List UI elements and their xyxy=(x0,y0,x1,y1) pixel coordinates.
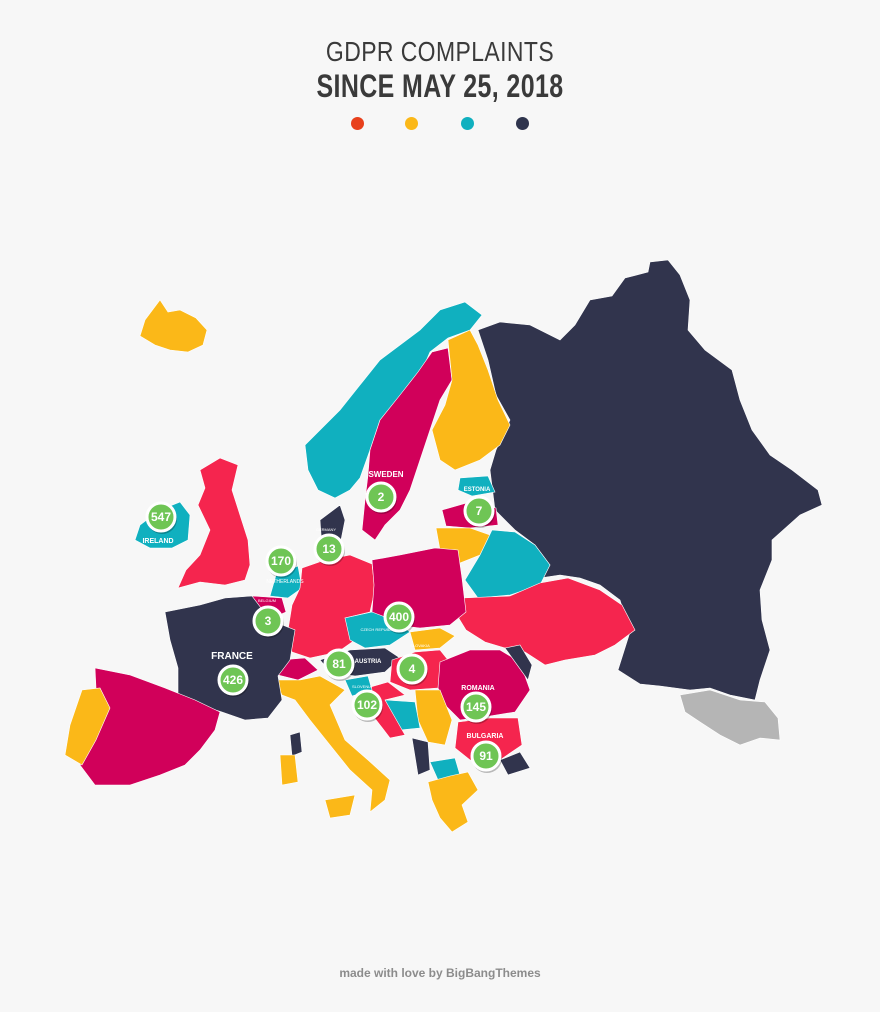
country-greece[interactable] xyxy=(427,771,479,833)
marker-circle xyxy=(460,691,492,723)
marker-circle xyxy=(323,648,355,680)
country-iceland[interactable] xyxy=(139,299,208,353)
marker-circle xyxy=(145,501,177,533)
marker-austria[interactable]: 81 xyxy=(323,648,355,681)
marker-value: 426 xyxy=(223,673,243,687)
title-line-2: SINCE MAY 25, 2018 xyxy=(316,68,564,104)
marker-value: 400 xyxy=(389,610,409,624)
country-label-slovenia: SLOVENIA xyxy=(352,684,372,689)
marker-slovenia[interactable]: 102 xyxy=(351,689,383,722)
marker-circle xyxy=(313,533,345,565)
marker-value: 3 xyxy=(265,614,272,628)
marker-circle xyxy=(217,664,249,696)
marker-circle xyxy=(365,481,397,513)
legend-dot-teal xyxy=(461,117,474,130)
marker-circle xyxy=(265,545,297,577)
legend-dot-red xyxy=(351,117,364,130)
country-caucasus[interactable] xyxy=(679,689,781,746)
country-turkey-eu[interactable] xyxy=(499,751,531,776)
country-norway[interactable] xyxy=(304,301,483,499)
marker-netherlands[interactable]: 170 xyxy=(265,545,297,578)
marker-circle xyxy=(252,605,284,637)
country-italy[interactable] xyxy=(274,675,391,813)
marker-romania[interactable]: 145 xyxy=(460,691,492,724)
marker-circle xyxy=(396,653,428,685)
marker-hungary[interactable]: 4 xyxy=(396,653,428,686)
marker-circle xyxy=(351,689,383,721)
country-label-slovakia: SLOVAKIA xyxy=(410,643,430,648)
marker-denmark[interactable]: 13 xyxy=(313,533,345,566)
marker-value: 13 xyxy=(322,542,336,556)
marker-estonia[interactable]: 7 xyxy=(463,495,495,528)
marker-value: 4 xyxy=(409,662,416,676)
country-sardinia[interactable] xyxy=(289,731,303,757)
marker-circle xyxy=(383,601,415,633)
title-line-1: GDPR COMPLAINTS xyxy=(325,36,555,67)
footer-credit: made with love by BigBangThemes xyxy=(339,966,541,980)
marker-value: 2 xyxy=(378,490,385,504)
country-slovakia[interactable] xyxy=(409,627,456,651)
country-label-sweden: SWEDEN xyxy=(368,470,403,479)
country-label-germany: GERMANY xyxy=(316,527,337,532)
marker-value: 102 xyxy=(357,698,377,712)
country-portugal[interactable] xyxy=(64,687,111,766)
marker-sweden[interactable]: 2 xyxy=(365,481,397,514)
country-label-netherlands: NETHERLANDS xyxy=(266,579,304,585)
country-label-bulgaria: BULGARIA xyxy=(467,733,504,740)
marker-value: 145 xyxy=(466,700,486,714)
country-label-austria: AUSTRIA xyxy=(355,659,382,665)
country-montenegro[interactable] xyxy=(411,737,431,776)
marker-ireland[interactable]: 547 xyxy=(145,501,177,534)
country-label-belgium: BELGIUM xyxy=(258,598,276,603)
country-label-ireland: IRELAND xyxy=(142,538,173,545)
country-label-france: FRANCE xyxy=(211,651,253,662)
marker-value: 81 xyxy=(332,657,346,671)
legend-dot-navy xyxy=(516,117,529,130)
country-uk[interactable] xyxy=(177,457,251,589)
marker-circle xyxy=(463,495,495,527)
marker-value: 7 xyxy=(476,504,483,518)
legend-dot-yellow xyxy=(405,117,418,130)
marker-value: 91 xyxy=(479,749,493,763)
color-legend xyxy=(0,117,880,131)
country-estonia[interactable] xyxy=(457,475,496,497)
country-corsica[interactable] xyxy=(279,754,299,786)
country-bulgaria[interactable] xyxy=(454,717,523,761)
marker-value: 547 xyxy=(151,510,171,524)
country-label-czech: CZECH REPUBLIC xyxy=(361,627,396,632)
country-finland[interactable] xyxy=(431,329,511,471)
marker-value: 170 xyxy=(271,554,291,568)
marker-czech[interactable]: 400 xyxy=(383,601,415,634)
country-ukraine[interactable] xyxy=(454,577,636,666)
marker-belgium[interactable]: 3 xyxy=(252,605,284,638)
country-moldova[interactable] xyxy=(504,644,533,681)
country-belarus[interactable] xyxy=(464,529,551,599)
marker-france[interactable]: 426 xyxy=(217,664,249,697)
country-sicily[interactable] xyxy=(324,794,356,819)
marker-bulgaria[interactable]: 91 xyxy=(470,740,502,773)
country-label-romania: ROMANIA xyxy=(461,685,494,692)
marker-circle xyxy=(470,740,502,772)
country-label-estonia: ESTONIA xyxy=(464,487,491,493)
